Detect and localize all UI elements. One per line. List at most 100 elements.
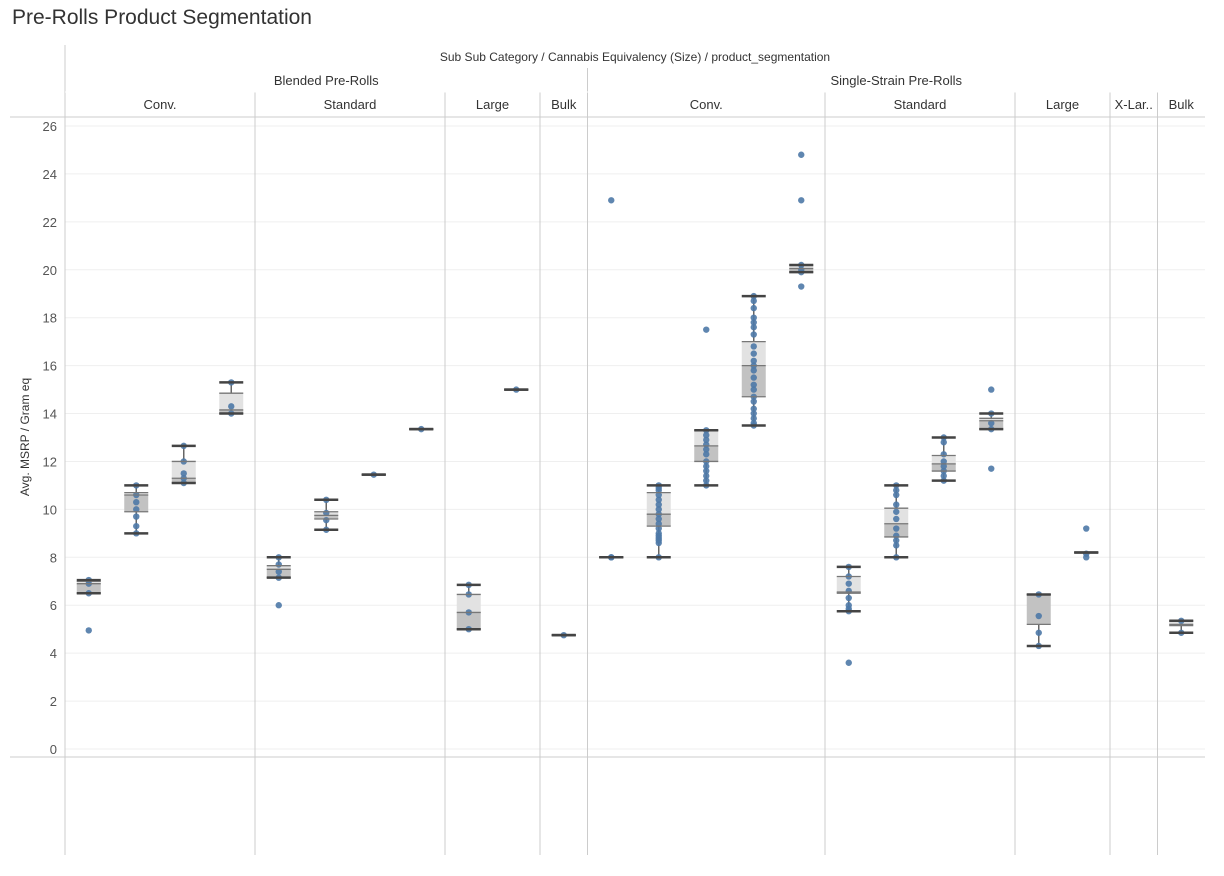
data-point [940,463,947,470]
x-tick-label: Mass [319,765,333,794]
box-mass [884,482,909,561]
data-point [893,487,900,494]
box-mass-premium [171,442,196,487]
data-point [655,539,662,547]
data-point [750,304,757,312]
box-value [836,563,861,666]
box-mass-premium [694,326,719,489]
box-upper-half [979,418,1004,421]
x-tick-label: Value [1032,765,1046,795]
box-value [266,554,291,609]
box-premium [979,386,1004,472]
box-ultra-premiu- [789,151,814,290]
data-point [1035,612,1042,620]
data-point [750,324,757,331]
data-point [703,446,710,453]
size-header: Conv. [144,97,177,112]
data-point [845,580,852,587]
x-tick-label: Value [604,765,618,795]
box-mass [1074,525,1099,561]
box-premium [741,292,766,429]
box-value [599,197,624,561]
box-lower-half [76,583,101,594]
box-mass-premium [361,471,386,478]
box-upper-half [171,461,196,479]
data-point [703,431,710,439]
data-point [750,405,757,412]
x-tick-label: Value [557,765,571,795]
x-tick-label: Value [842,765,856,795]
x-tick-label: Mass [1079,765,1093,794]
x-tick-label: Premium [224,765,238,813]
data-point [893,515,900,523]
x-tick-label: Value [82,765,96,795]
data-point [750,367,757,374]
box-mass [124,482,149,537]
x-tick-label: Premium [984,765,998,813]
box-upper-half [219,393,244,410]
y-tick-label: 14 [43,407,57,422]
data-point [750,386,757,393]
data-point [1035,629,1042,636]
x-tick-label: Premium [414,765,428,813]
column-header-title: Sub Sub Category / Cannabis Equivalency … [440,50,830,64]
box-lower-half [456,612,481,630]
data-point [988,419,995,427]
box-value [1026,591,1051,650]
data-point [655,525,662,532]
data-point [893,491,900,499]
box-value [456,581,481,633]
y-tick-label: 10 [43,502,57,517]
y-tick-label: 6 [50,598,57,613]
y-tick-label: 12 [43,454,57,469]
y-tick-label: 2 [50,694,57,709]
y-tick-label: 24 [43,167,57,182]
data-point [845,594,852,602]
x-tick-label: Mass [129,765,143,794]
data-point [655,501,662,508]
data-point [1083,525,1090,532]
data-point [655,487,662,494]
size-header: X-Lar.. [1115,97,1153,112]
box-value [76,576,101,634]
data-point [750,314,757,321]
data-point [655,496,662,503]
data-point [655,520,662,527]
box-upper-half [456,594,481,613]
data-point [940,472,947,480]
size-header: Standard [324,97,377,112]
data-point [798,197,805,204]
box-premium [219,379,244,417]
data-point [133,498,140,506]
data-point [133,506,140,513]
x-tick-label: Value [272,765,286,795]
data-point [845,659,852,666]
x-tick-label: Value [1174,765,1188,795]
box-mass-premium [931,434,956,484]
category-header: Single-Strain Pre-Rolls [831,73,963,88]
data-point [988,386,995,393]
page-title: Pre-Rolls Product Segmentation [12,6,312,29]
x-tick-label: Mass Premium [177,765,191,845]
data-point [798,283,805,290]
x-tick-label: Value [462,765,476,795]
category-header: Blended Pre-Rolls [274,73,379,88]
data-point [703,477,710,484]
box-mass [646,482,671,561]
data-point [275,561,282,568]
box-mass [314,496,339,533]
box-value [1169,617,1194,636]
x-tick-label: Premium [747,765,761,813]
x-tick-label: Ultra Premiu.. [794,765,808,838]
data-point [703,467,710,475]
data-point [750,374,757,381]
x-tick-label: Mass Premium [937,765,951,845]
data-point [750,319,757,326]
data-point [703,463,710,470]
data-point [133,513,140,520]
y-tick-label: 4 [50,646,57,661]
y-tick-label: 18 [43,311,57,326]
data-point [133,522,140,530]
y-tick-label: 22 [43,215,57,230]
